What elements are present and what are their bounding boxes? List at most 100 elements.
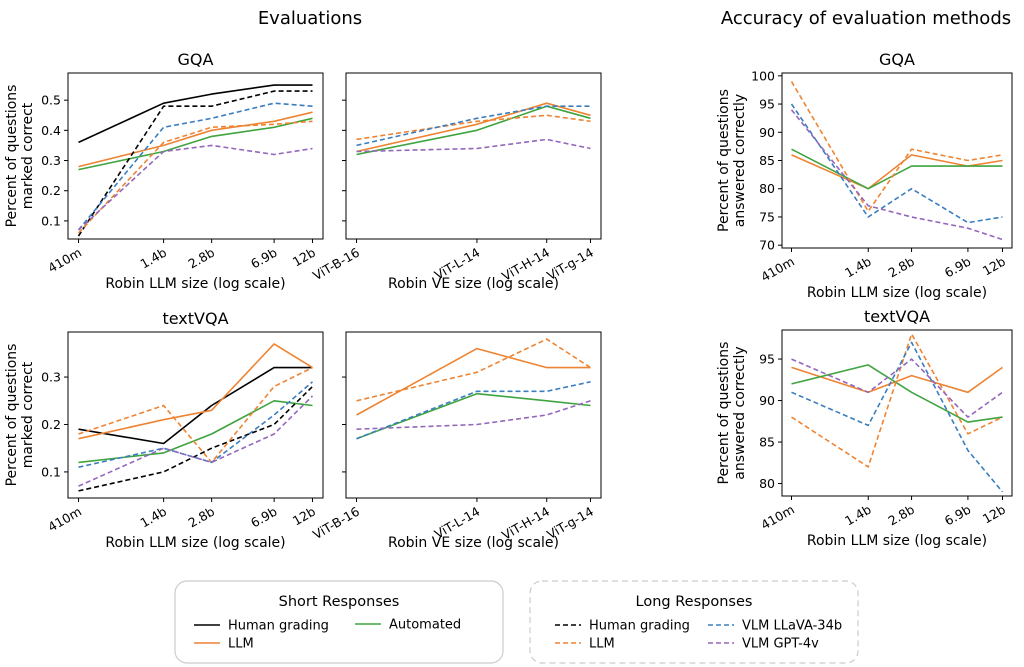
y-tick-label: 0.2 — [41, 417, 61, 432]
chart-title: textVQA — [162, 309, 228, 328]
series-line-vlm_llava-long — [356, 105, 591, 147]
x-tick-label: 2.8b — [186, 245, 218, 272]
y-tick-label: 85 — [759, 435, 775, 450]
y-tick-label: 80 — [759, 181, 775, 196]
x-tick-label: 1.4b — [842, 254, 874, 281]
legend-label: LLM — [589, 637, 615, 652]
legend-label: Automated — [389, 618, 461, 633]
series-line-vlm_gpt4v-long — [790, 109, 1003, 241]
legend-label: Human grading — [228, 619, 329, 634]
series-line-vlm_llava-long — [790, 103, 1003, 224]
x-tick-label: 1.4b — [842, 502, 874, 529]
series-line-automated-short — [356, 392, 591, 440]
x-axis-label: Robin LLM size (log scale) — [807, 533, 987, 549]
y-axis-label-line: answered correctly — [732, 346, 748, 479]
series-line-vlm_gpt4v-long — [356, 138, 591, 153]
y-tick-label: 0.1 — [41, 213, 61, 228]
x-tick-label: 12b — [290, 245, 318, 270]
y-axis-label-line: Percent of questions — [4, 344, 20, 487]
x-tick-label: 2.8b — [885, 254, 917, 281]
x-axis-label: Robin VE size (log scale) — [388, 535, 559, 551]
series-line-llm-short — [791, 366, 1003, 394]
y-axis-label: Percent of questionsanswered correctly — [716, 89, 748, 232]
y-tick-label: 0.2 — [41, 183, 61, 198]
chart-gqa_llm: GQA 0.1 0.2 0.3 0.4 0.5 410m 1.4b 2.8b 6.9b 12b Rob… — [4, 50, 324, 292]
y-axis-label-line: answered correctly — [732, 94, 748, 227]
y-axis-label-line: Percent of questions — [4, 85, 20, 228]
legend-label: VLM LLaVA-34b — [742, 619, 842, 634]
chart-title: GQA — [178, 50, 214, 69]
x-tick-label: 2.8b — [186, 504, 218, 531]
plot-frame — [345, 72, 602, 240]
chart-title: GQA — [879, 50, 915, 69]
y-tick-label: 0.1 — [41, 464, 61, 479]
y-axis-label-line: marked correct — [20, 361, 36, 468]
plot-frame — [345, 331, 602, 499]
x-tick-label: 12b — [980, 502, 1008, 527]
series-line-llm-long — [78, 366, 313, 464]
y-tick-label: 85 — [759, 153, 775, 168]
x-axis-label: Robin LLM size (log scale) — [105, 535, 285, 551]
legend-title: Short Responses — [279, 594, 400, 610]
y-axis-label: Percent of questionsanswered correctly — [716, 342, 748, 485]
legends: Short Responses Human grading LLM Automated… — [174, 580, 859, 664]
y-tick-label: 100 — [751, 68, 775, 83]
series-line-automated-short — [791, 148, 1003, 190]
y-axis-label-line: Percent of questions — [716, 342, 732, 485]
series-line-llm-long — [77, 120, 313, 234]
series-line-automated-short — [78, 117, 313, 171]
x-tick-label: 1.4b — [138, 504, 170, 531]
y-axis-label-line: Percent of questions — [716, 89, 732, 232]
x-tick-label: 2.8b — [885, 502, 917, 529]
left-figure-title: Evaluations — [258, 8, 362, 29]
series-line-llm-long — [356, 338, 591, 402]
series-line-vlm_llava-long — [77, 102, 313, 231]
series-line-vlm_llava-long — [356, 381, 591, 440]
right-figure-title: Accuracy of evaluation methods — [721, 8, 1011, 29]
series-line-human-long — [77, 90, 313, 237]
chart-title: textVQA — [864, 307, 930, 326]
y-tick-label: 95 — [759, 352, 775, 367]
x-tick-label: 6.9b — [942, 254, 974, 281]
legend-short: Short Responses Human grading LLM Automated — [174, 580, 504, 664]
legend-label: VLM GPT-4v — [742, 637, 819, 652]
series-line-llm-short — [356, 347, 591, 416]
x-tick-label: ViT-B-16 — [310, 245, 362, 284]
x-tick-label: 6.9b — [248, 245, 280, 272]
legend-long: Long Responses Human grading LLM VLM LLaVA-… — [529, 580, 859, 664]
y-tick-label: 0.3 — [41, 370, 61, 385]
chart-gqa_acc: GQA 70 75 80 85 90 95 100 410m 1.4b 2.8b 6.9b 12b Rob… — [716, 50, 1013, 301]
y-tick-label: 70 — [759, 238, 775, 253]
plot-frame — [781, 72, 1013, 249]
series-line-vlm_llava-long — [791, 341, 1004, 493]
x-tick-label: 410m — [45, 504, 84, 535]
x-tick-label: 410m — [758, 502, 797, 533]
series-line-automated-short — [356, 105, 591, 156]
series-line-llm-long — [791, 333, 1003, 468]
x-tick-label: 1.4b — [138, 245, 170, 272]
series-line-vlm_llava-long — [78, 381, 314, 468]
x-tick-label: 6.9b — [942, 502, 974, 529]
legend-box — [174, 580, 504, 664]
plot-frame — [67, 72, 324, 240]
y-tick-label: 0.5 — [41, 93, 61, 108]
x-tick-label: 12b — [980, 254, 1008, 279]
x-tick-label: 410m — [45, 245, 84, 276]
series-line-llm-long — [790, 81, 1003, 213]
legend-label: Human grading — [589, 619, 690, 634]
series-line-vlm_gpt4v-long — [356, 400, 591, 430]
chart-textvqa_acc: textVQA 80 85 90 95 410m 1.4b 2.8b 6.9b 12b Robin … — [716, 307, 1013, 549]
x-tick-label: 6.9b — [248, 504, 280, 531]
legend-label: LLM — [228, 637, 254, 652]
legend-box — [529, 580, 859, 664]
series-line-llm-short — [78, 111, 313, 168]
y-tick-label: 80 — [759, 476, 775, 491]
y-tick-label: 90 — [759, 125, 775, 140]
plot-frame — [781, 329, 1013, 497]
y-axis-label-line: marked correct — [20, 102, 36, 209]
x-tick-label: 410m — [758, 254, 797, 285]
